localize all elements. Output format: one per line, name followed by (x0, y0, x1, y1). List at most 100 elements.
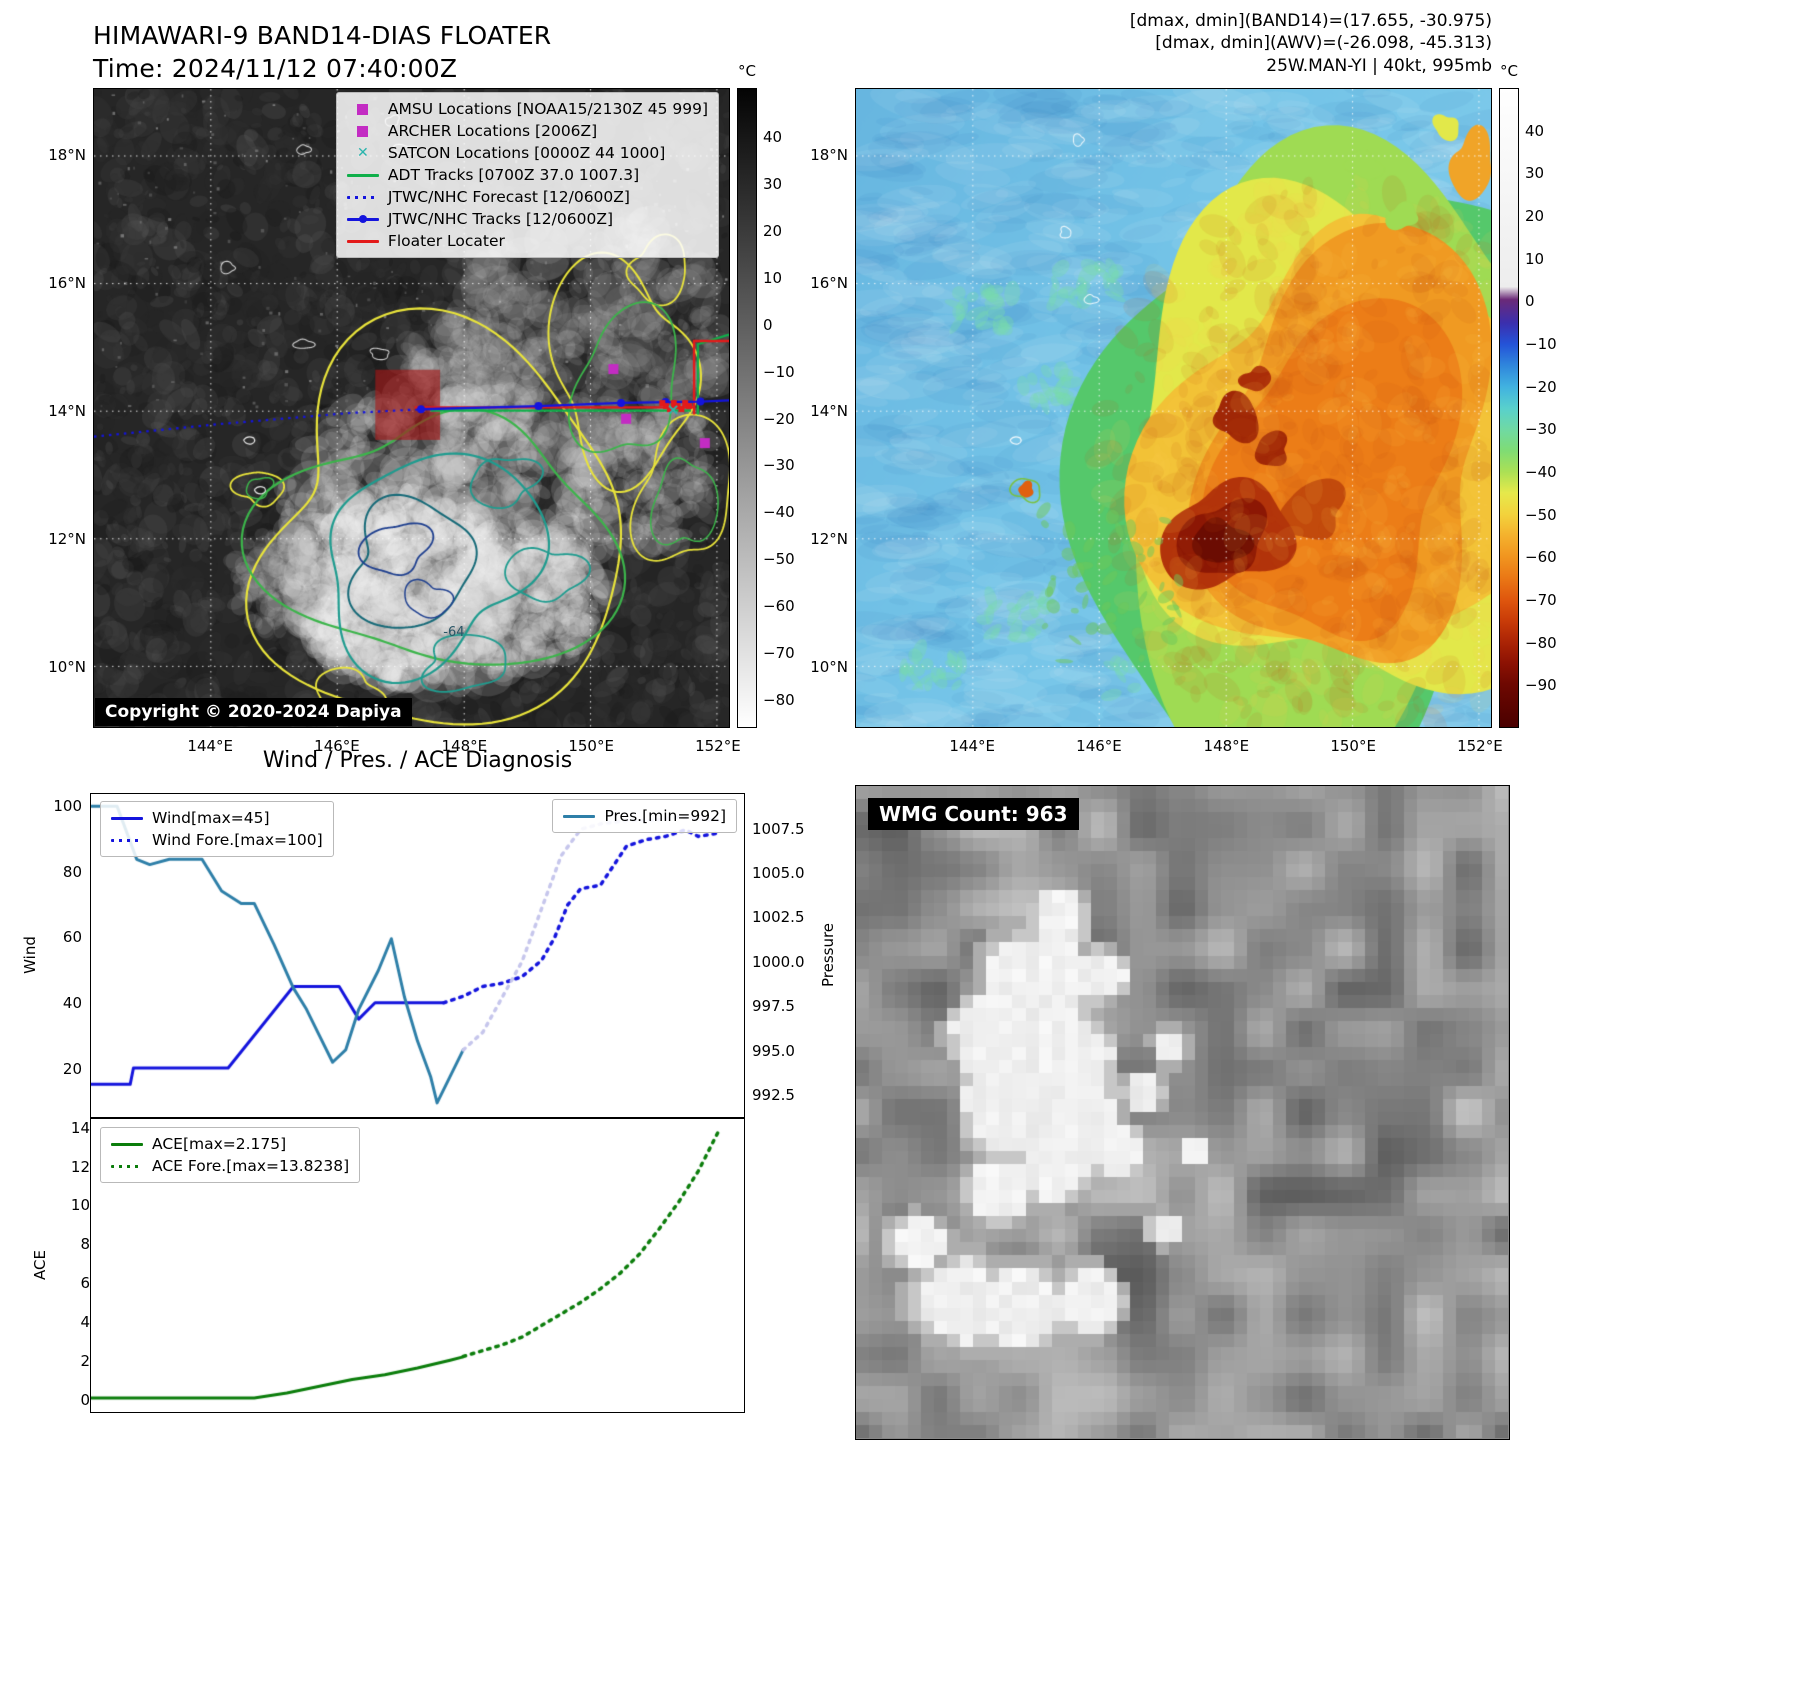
band14-cbar-tick: −70 (763, 643, 795, 662)
legend-swatch-square-icon (347, 103, 379, 116)
awv-lat-tick: 14°N (810, 402, 848, 421)
awv-cbar-tick: −20 (1525, 377, 1557, 396)
band14-cbar-tick: −40 (763, 503, 795, 522)
awv-cbar-tick: −60 (1525, 548, 1557, 567)
wind-axis-label: Wind (21, 936, 39, 974)
legend-swatch-line-dot-icon (346, 213, 379, 226)
wind-legend-entry-1: Wind Fore.[max=100] (111, 831, 323, 849)
band14-lat-tick: 12°N (48, 530, 86, 549)
awv-cbar-tick: 10 (1525, 249, 1545, 268)
band14-cbar-tick: 40 (763, 128, 783, 147)
legend-label: ADT Tracks [0700Z 37.0 1007.3] (387, 166, 640, 184)
legend-label: ARCHER Locations [2006Z] (387, 122, 598, 140)
legend-label: ACE[max=2.175] (152, 1135, 287, 1153)
band14-lat-tick: 18°N (48, 146, 86, 165)
swatch-line-icon (346, 239, 379, 243)
band14-legend-entry-5: JTWC/NHC Tracks [12/0600Z] (346, 210, 708, 228)
legend-swatch-x-icon: ✕ (357, 144, 369, 161)
awv-cbar-tick: −70 (1525, 591, 1557, 609)
awv-header-line-1: [dmax, dmin](BAND14)=(17.655, -30.975) (1129, 11, 1492, 31)
band14-legend: AMSU Locations [NOAA15/2130Z 45 999] ARCH… (335, 92, 719, 258)
band14-cbar-tick: 20 (763, 222, 783, 240)
swatch-line-icon (346, 195, 379, 199)
band14-legend-entry-1: ARCHER Locations [2006Z] (347, 122, 708, 140)
legend-label: Wind Fore.[max=100] (152, 831, 323, 849)
wind-ytick: 20 (62, 1059, 82, 1078)
pres-legend-entry-0: Pres.[min=992] (563, 807, 726, 825)
pressure-ytick: 1007.5 (752, 819, 805, 838)
pressure-ytick: 1002.5 (752, 908, 805, 927)
awv-cbar-tick: −40 (1525, 463, 1557, 481)
legend-label: Wind[max=45] (152, 809, 270, 827)
swatch-line-icon (346, 173, 379, 177)
band14-title: HIMAWARI-9 BAND14-DIAS FLOATER (93, 21, 552, 50)
diagnosis-title: Wind / Pres. / ACE Diagnosis (262, 748, 573, 773)
legend-label: JTWC/NHC Tracks [12/0600Z] (387, 210, 613, 228)
band14-cbar-tick: −50 (763, 550, 795, 569)
pressure-ytick: 997.5 (752, 997, 795, 1016)
awv-lat-tick: 18°N (810, 146, 848, 165)
awv-cbar-tick: −50 (1525, 505, 1557, 524)
legend-swatch-line-icon (111, 812, 143, 825)
legend-swatch-line-icon (346, 235, 379, 248)
band14-lon-tick: 152°E (695, 737, 741, 755)
band14-lat-tick: 10°N (48, 658, 86, 677)
band14-legend-entry-6: Floater Locater (346, 232, 708, 250)
awv-cbar-tick: 40 (1525, 121, 1545, 140)
legend-label: Floater Locater (387, 232, 505, 250)
contour-label: -64 (443, 624, 465, 640)
wind-ytick: 40 (62, 994, 82, 1013)
legend-label: JTWC/NHC Forecast [12/0600Z] (387, 188, 630, 206)
wmg-count-badge: WMG Count: 963 (868, 798, 1079, 830)
swatch-dot-icon (358, 215, 367, 223)
pressure-ytick: 1000.0 (752, 952, 805, 971)
ace-ytick: 8 (80, 1235, 90, 1254)
band14-cbar-tick: −20 (763, 409, 795, 428)
band14-colorbar (737, 88, 757, 728)
awv-colorbar-unit: °C (1500, 62, 1518, 80)
legend-swatch-line-icon (563, 810, 596, 823)
awv-cbar-tick: −80 (1525, 633, 1557, 652)
copyright-badge: Copyright © 2020-2024 Dapiya (95, 698, 412, 726)
pressure-ytick: 1005.0 (752, 863, 805, 882)
legend-swatch-dotted-icon (111, 1160, 143, 1173)
band14-lon-tick: 148°E (441, 737, 488, 755)
wmg-panel: WMG Count: 963 (855, 785, 1510, 1440)
pressure-axis-label: Pressure (819, 922, 837, 988)
swatch-square-icon (357, 125, 369, 137)
awv-satellite-canvas (856, 89, 1491, 727)
ace-ytick: 14 (70, 1118, 90, 1137)
ace-ytick: 6 (80, 1274, 90, 1293)
ace-ytick: 4 (80, 1313, 90, 1332)
swatch-line-icon (111, 1164, 143, 1168)
band14-legend-entry-2: ✕ SATCON Locations [0000Z 44 1000] (347, 144, 708, 162)
ace-ytick: 2 (80, 1351, 90, 1370)
awv-lat-tick: 10°N (810, 658, 848, 677)
ace-legend-entry-1: ACE Fore.[max=13.8238] (111, 1157, 349, 1175)
band14-legend-entry-0: AMSU Locations [NOAA15/2130Z 45 999] (347, 100, 708, 118)
swatch-line-icon (111, 838, 143, 842)
band14-legend-entry-4: JTWC/NHC Forecast [12/0600Z] (346, 188, 708, 206)
swatch-line-icon (111, 1142, 143, 1146)
band14-colorbar-unit: °C (738, 62, 756, 80)
legend-label: ACE Fore.[max=13.8238] (152, 1157, 350, 1175)
awv-cbar-tick: 0 (1525, 292, 1535, 311)
awv-map (855, 88, 1492, 728)
awv-cbar-tick: 20 (1525, 207, 1545, 225)
band14-time: Time: 2024/11/12 07:40:00Z (93, 53, 458, 83)
band14-title-block: HIMAWARI-9 BAND14-DIAS FLOATER Time: 202… (93, 20, 551, 85)
awv-cbar-tick: −30 (1525, 420, 1557, 439)
band14-cbar-tick: −30 (763, 456, 795, 475)
ace-ytick: 0 (80, 1390, 90, 1409)
wind-ytick: 100 (53, 797, 82, 816)
awv-cbar-tick: −10 (1525, 335, 1557, 353)
band14-lon-tick: 144°E (187, 737, 234, 755)
awv-header-line-3: 25W.MAN-YI | 40kt, 995mb (1266, 55, 1492, 76)
legend-swatch-square-icon (347, 125, 379, 138)
pressure-ytick: 995.0 (752, 1041, 795, 1060)
ace-ytick: 10 (70, 1196, 90, 1215)
legend-label: SATCON Locations [0000Z 44 1000] (387, 144, 666, 162)
legend-swatch-dotted-icon (111, 834, 143, 847)
legend-swatch-line-icon (111, 1138, 143, 1151)
